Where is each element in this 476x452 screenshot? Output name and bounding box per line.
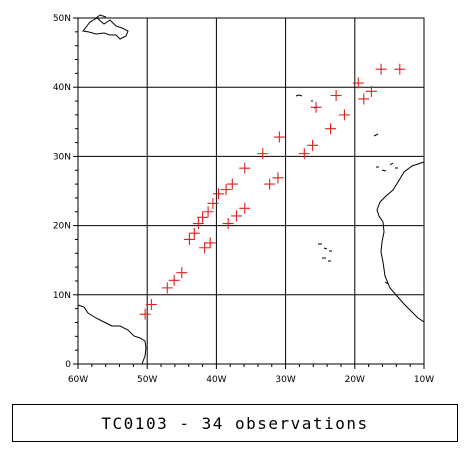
observation-marker xyxy=(375,63,387,75)
observation-marker xyxy=(230,210,242,222)
observation-marker xyxy=(257,148,269,160)
x-tick-label: 60W xyxy=(68,375,88,385)
y-tick-label: 20N xyxy=(53,222,71,232)
observation-marker xyxy=(145,298,157,310)
observation-marker xyxy=(325,123,337,135)
observation-marker xyxy=(192,218,204,230)
axis-ticks: 60W 50W 40W 30W 20W 10W 0 10N 20N 30N 40N 50N xyxy=(53,14,434,385)
canary-islands-icon xyxy=(376,162,398,172)
observation-marker xyxy=(204,237,216,249)
observation-marker xyxy=(220,184,232,196)
observation-marker xyxy=(226,178,238,190)
y-tick-label: 40N xyxy=(53,83,71,93)
observation-marker xyxy=(161,282,173,294)
observation-marker xyxy=(272,172,284,184)
map-frame xyxy=(77,17,425,365)
observation-marker xyxy=(307,139,319,151)
observation-marker xyxy=(197,211,209,223)
x-tick-label: 40W xyxy=(206,375,226,385)
observation-marker xyxy=(352,77,364,89)
observation-marker xyxy=(188,227,200,239)
x-tick-label: 30W xyxy=(275,375,295,385)
observation-marker xyxy=(199,242,211,254)
y-tick-label: 50N xyxy=(53,14,71,24)
cape-verde-icon xyxy=(318,243,332,262)
labrador-coast-icon xyxy=(95,14,107,19)
observation-marker xyxy=(212,188,224,200)
observation-marker xyxy=(310,101,322,113)
observation-marker xyxy=(358,93,370,105)
observation-marker xyxy=(176,267,188,279)
x-tick-label: 50W xyxy=(137,375,157,385)
graticule xyxy=(78,18,424,364)
observation-marker xyxy=(139,308,151,320)
coastlines xyxy=(77,14,425,365)
newfoundland-coast-icon xyxy=(82,17,129,40)
y-tick-label: 0 xyxy=(65,360,71,370)
caption-text: TC0103 - 34 observations xyxy=(101,413,369,433)
x-tick-label: 10W xyxy=(414,375,434,385)
observation-marker xyxy=(207,197,219,209)
observation-marker xyxy=(273,131,285,143)
observation-marker xyxy=(183,233,195,245)
azores-icon xyxy=(295,94,318,109)
observation-marker xyxy=(264,178,276,190)
africa-coast-icon xyxy=(376,161,425,323)
observation-marker xyxy=(239,202,251,214)
observation-marker xyxy=(330,90,342,102)
observation-marker xyxy=(394,63,406,75)
caption-box: TC0103 - 34 observations xyxy=(12,404,458,442)
bissagos-icon xyxy=(384,281,389,285)
observation-marker xyxy=(239,162,251,174)
south-america-coast-icon xyxy=(77,304,147,365)
madeira-icon xyxy=(373,133,379,137)
y-tick-label: 10N xyxy=(53,291,71,301)
observation-markers xyxy=(139,63,406,320)
observation-marker xyxy=(222,218,234,230)
observation-marker xyxy=(338,109,350,121)
observation-marker xyxy=(168,274,180,286)
x-tick-label: 20W xyxy=(345,375,365,385)
y-tick-label: 30N xyxy=(53,152,71,162)
observation-marker xyxy=(298,148,310,160)
observation-marker xyxy=(202,206,214,218)
observation-marker xyxy=(365,85,377,97)
